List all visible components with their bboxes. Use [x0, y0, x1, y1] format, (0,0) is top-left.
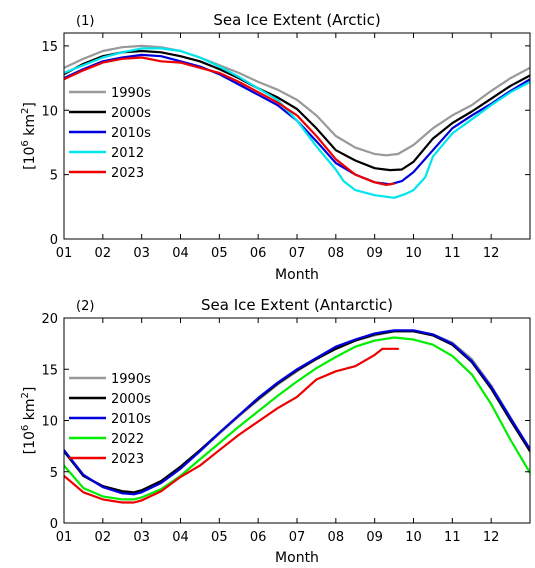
x-tick-label: 07: [289, 530, 306, 545]
ylabel-base: [10: [22, 147, 38, 170]
legend-label-2023: 2023: [111, 166, 144, 181]
y-axis-label: [106 km2]: [20, 387, 38, 455]
ylabel-unit: km: [22, 398, 38, 424]
legend: 1990s 2000s 2010s 2012 2023: [69, 86, 151, 181]
ylabel-unit: km: [22, 114, 38, 140]
panel-label: (2): [76, 299, 94, 314]
series-line-2010s: [64, 329, 530, 496]
legend-label-2000s: 2000s: [111, 392, 151, 407]
x-tick-label: 11: [444, 530, 461, 545]
arctic-panel: (1) Sea Ice Extent (Arctic) 01 02 03 04 05 06…: [20, 11, 531, 283]
legend-label-2022: 2022: [111, 432, 144, 447]
ylabel-unit-exponent: 2: [20, 108, 31, 114]
x-tick-label: 12: [483, 530, 500, 545]
ylabel-close: ]: [22, 387, 38, 392]
series-line-2023: [64, 56, 396, 186]
x-tick-label: 10: [405, 530, 422, 545]
y-tick-label: 5: [50, 169, 58, 184]
y-tick-label: 5: [50, 466, 58, 481]
chart-title: Sea Ice Extent (Arctic): [213, 11, 380, 29]
x-tick-label: 03: [133, 530, 150, 545]
legend-label-1990s: 1990s: [111, 86, 151, 101]
y-tick-label: 10: [41, 104, 58, 119]
ylabel-exponent: 6: [20, 425, 31, 431]
legend-label-2010s: 2010s: [111, 412, 151, 427]
x-tick-label: 07: [289, 246, 306, 261]
x-tick-label: 05: [211, 530, 228, 545]
legend-label-2000s: 2000s: [111, 106, 151, 121]
x-tick-label: 01: [56, 530, 73, 545]
y-tick-label: 10: [41, 415, 58, 430]
x-tick-label: 06: [250, 246, 267, 261]
x-tick-label: 06: [250, 530, 267, 545]
x-tick-label: 11: [444, 246, 461, 261]
x-tick-label: 09: [366, 246, 383, 261]
x-tick-label: 04: [172, 246, 189, 261]
series-line-2023: [64, 347, 400, 504]
antarctic-panel: (2) Sea Ice Extent (Antarctic) 01 02 03 04 0…: [20, 296, 531, 566]
legend: 1990s 2000s 2010s 2022 2023: [69, 372, 151, 467]
legend-label-2012: 2012: [111, 146, 144, 161]
panel-label: (1): [76, 14, 94, 29]
x-tick-label: 02: [95, 246, 112, 261]
legend-label-1990s: 1990s: [111, 372, 151, 387]
x-tick-label: 04: [172, 530, 189, 545]
series-line-2022: [64, 336, 530, 501]
x-tick-label: 09: [366, 530, 383, 545]
x-tick-label: 12: [483, 246, 500, 261]
ylabel-unit-exponent: 2: [20, 392, 31, 398]
series-line-2000s: [64, 49, 530, 172]
chart-title: Sea Ice Extent (Antarctic): [201, 296, 393, 314]
legend-label-2023: 2023: [111, 452, 144, 467]
y-tick-label: 0: [50, 517, 58, 532]
x-axis-label: Month: [275, 267, 319, 283]
x-axis-label: Month: [275, 550, 319, 566]
x-tick-label: 10: [405, 246, 422, 261]
x-tick-label: 08: [328, 530, 345, 545]
legend-label-2010s: 2010s: [111, 126, 151, 141]
y-axis-label: [106 km2]: [20, 102, 38, 170]
ylabel-base: [10: [22, 431, 38, 454]
x-tick-label: 01: [56, 246, 73, 261]
x-tick-label: 02: [95, 530, 112, 545]
x-tick-label: 05: [211, 246, 228, 261]
y-tick-label: 20: [41, 312, 58, 327]
ylabel-close: ]: [22, 102, 38, 107]
x-tick-label: 08: [328, 246, 345, 261]
series-line-2010s: [64, 53, 530, 186]
series-line-1990s: [64, 44, 530, 157]
y-tick-label: 15: [41, 363, 58, 378]
x-tick-label: 03: [133, 246, 150, 261]
y-tick-label: 0: [50, 233, 58, 248]
ylabel-exponent: 6: [20, 140, 31, 146]
series-line-2012: [64, 47, 530, 199]
y-tick-label: 15: [41, 40, 58, 55]
